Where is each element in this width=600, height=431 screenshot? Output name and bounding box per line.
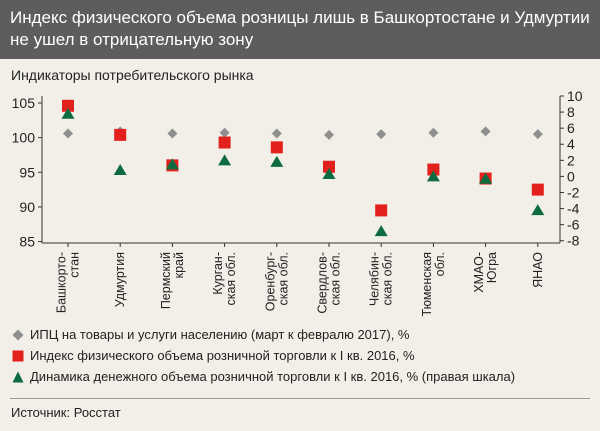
- category-label-line: Челябин-: [368, 252, 382, 306]
- category-label-line: ская обл.: [276, 252, 290, 306]
- category-label-line: Удмуртия: [113, 252, 127, 307]
- category-label: Тюменская обл.: [420, 252, 447, 316]
- cpi-point: [480, 126, 491, 137]
- left-axis-tick-label: 95: [19, 164, 35, 180]
- money-volume-point: [374, 225, 388, 237]
- right-axis-tick-label: 4: [567, 136, 575, 152]
- category-label: ЯНАО: [531, 252, 545, 288]
- legend: ИПЦ на товары и услуги населению (март к…: [10, 326, 590, 389]
- cpi-point: [532, 129, 543, 140]
- category-label-line: Оренбург-: [263, 252, 277, 311]
- legend-item-retail-index: Индекс физического объема розничной торг…: [10, 347, 590, 368]
- category-label-line: ская обл.: [381, 252, 395, 306]
- triangle-icon: [12, 371, 24, 383]
- left-axis-tick-label: 90: [19, 199, 35, 215]
- legend-item-cpi: ИПЦ на товары и услуги населению (март к…: [10, 326, 590, 347]
- retail-index-point: [323, 160, 335, 173]
- category-label: Удмуртия: [113, 252, 127, 307]
- right-axis-tick-label: -4: [567, 201, 580, 217]
- category-label: Башкорто-стан: [55, 252, 82, 313]
- chart-marks: [61, 99, 545, 237]
- retail-index-point: [375, 204, 388, 217]
- retail-index-point: [114, 128, 127, 141]
- cpi-point: [376, 129, 387, 140]
- cpi-point: [271, 128, 282, 139]
- money-volume-point: [61, 107, 75, 119]
- right-axis-tick-label: -8: [567, 233, 580, 249]
- right-axis-tick-label: 0: [567, 168, 575, 184]
- cpi-point: [428, 127, 439, 138]
- category-label: Свердлов-ская обл.: [316, 252, 343, 314]
- category-label-line: Тюменская: [420, 252, 434, 316]
- retail-index-point: [427, 163, 440, 176]
- category-label-line: ская обл.: [224, 252, 238, 306]
- right-axis-tick-label: -6: [567, 217, 580, 233]
- category-label: Челябин-ская обл.: [368, 252, 395, 306]
- retail-index-point: [531, 183, 544, 196]
- cpi-point: [167, 128, 178, 139]
- left-axis-tick-label: 105: [12, 95, 36, 111]
- retail-index-point: [218, 136, 231, 149]
- legend-label-retail-index: Индекс физического объема розничной торг…: [30, 348, 415, 363]
- category-label-line: Югра: [485, 252, 499, 283]
- money-volume-point: [270, 155, 284, 167]
- money-volume-point: [113, 163, 127, 175]
- legend-label-cpi: ИПЦ на товары и услуги населению (март к…: [30, 327, 410, 342]
- retail-index-point: [62, 99, 74, 112]
- right-axis-tick-label: 2: [567, 152, 575, 168]
- footer-divider: [10, 398, 590, 399]
- category-label-line: стан: [68, 252, 82, 278]
- category-label-line: Пермский: [159, 252, 173, 309]
- diamond-icon: [12, 329, 24, 341]
- money-volume-point: [218, 154, 232, 166]
- category-label-line: ХМАО-: [472, 252, 486, 293]
- money-volume-point: [322, 167, 336, 179]
- right-axis-tick-label: 8: [567, 104, 575, 120]
- money-volume-point: [531, 204, 545, 216]
- source-note: Источник: Росстат: [11, 405, 121, 420]
- category-label-line: Курган-: [211, 252, 225, 295]
- category-label-line: край: [172, 252, 186, 278]
- money-volume-point: [165, 158, 179, 170]
- header-bar: Индекс физического объема розницы лишь в…: [0, 0, 600, 59]
- cpi-point: [63, 128, 73, 139]
- category-label: Курган-ская обл.: [211, 252, 238, 306]
- right-axis-tick-label: 6: [567, 120, 575, 136]
- category-label-line: Башкорто-: [55, 252, 69, 313]
- cpi-point: [219, 127, 230, 138]
- category-label-line: обл.: [433, 252, 447, 276]
- right-axis-tick-label: 10: [567, 88, 583, 104]
- category-label-line: ЯНАО: [531, 252, 545, 288]
- category-label-line: ская обл.: [329, 252, 343, 306]
- category-label: Пермский край: [159, 252, 186, 309]
- category-label-line: Свердлов-: [316, 252, 330, 314]
- category-label: ХМАО- Югра: [472, 252, 499, 293]
- retail-index-point: [270, 141, 283, 154]
- legend-item-money-volume: Динамика денежного объема розничной торг…: [10, 368, 590, 389]
- left-axis-tick-label: 100: [12, 130, 36, 146]
- category-label: Оренбург-ская обл.: [263, 252, 290, 311]
- page-title: Индекс физического объема розницы лишь в…: [10, 8, 590, 49]
- right-axis-tick-label: -2: [567, 184, 580, 200]
- money-volume-point: [479, 172, 493, 184]
- money-volume-point: [426, 170, 440, 182]
- left-axis-tick-label: 85: [19, 234, 35, 250]
- legend-label-money-volume: Динамика денежного объема розничной торг…: [30, 369, 516, 384]
- chart-title: Индикаторы потребительского рынка: [11, 67, 254, 83]
- category-labels: Башкорто-стан Удмуртия Пермский край Курган-…: [55, 252, 545, 317]
- square-icon: [12, 350, 24, 362]
- cpi-point: [324, 129, 334, 140]
